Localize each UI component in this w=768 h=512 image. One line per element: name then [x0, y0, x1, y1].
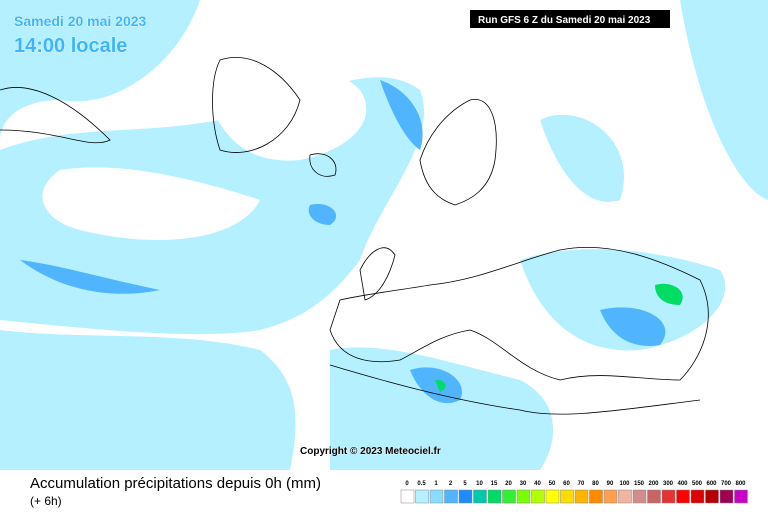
legend-swatch	[719, 489, 734, 504]
legend-label: 60	[563, 481, 570, 487]
legend-label: 40	[534, 481, 541, 487]
legend-swatch	[603, 489, 618, 504]
legend-swatch	[734, 489, 748, 504]
legend-swatch	[618, 489, 632, 504]
legend-label: 300	[663, 481, 674, 487]
legend-label: 800	[735, 481, 746, 487]
legend-swatch	[458, 489, 473, 504]
footer-title: Accumulation précipitations depuis 0h (m…	[30, 475, 321, 492]
legend-label: 2	[449, 481, 453, 487]
legend-swatch	[429, 489, 444, 504]
date: Samedi 20 mai 2023	[14, 13, 147, 29]
legend-swatch	[589, 489, 603, 504]
legend-swatch	[487, 489, 502, 504]
copyright: Copyright © 2023 Meteociel.fr	[300, 446, 441, 457]
legend-swatch	[400, 489, 415, 504]
legend-label: 0.5	[417, 481, 426, 487]
legend-label: 500	[692, 481, 703, 487]
legend-label: 90	[607, 481, 614, 487]
legend: 0 0.5 1 2 5 10 15 20 30 40 50 60 70 80 90 100 150 200 300 4…	[400, 481, 748, 504]
legend-label: 150	[634, 481, 645, 487]
legend-swatch	[444, 489, 458, 504]
legend-swatch	[415, 489, 429, 504]
legend-swatch	[502, 489, 516, 504]
legend-swatch	[560, 489, 574, 504]
legend-label: 5	[463, 481, 467, 487]
legend-swatch	[545, 489, 560, 504]
legend-swatch	[647, 489, 661, 504]
legend-swatch	[574, 489, 589, 504]
legend-swatch	[661, 489, 676, 504]
legend-swatch	[531, 489, 545, 504]
legend-label: 200	[648, 481, 659, 487]
legend-label: 100	[619, 481, 630, 487]
legend-label: 700	[721, 481, 732, 487]
legend-label: 80	[592, 481, 599, 487]
legend-swatch	[676, 489, 690, 504]
legend-swatch	[632, 489, 647, 504]
legend-label: 30	[520, 481, 527, 487]
legend-label: 600	[706, 481, 717, 487]
legend-label: 1	[434, 481, 438, 487]
legend-label: 0	[405, 481, 409, 487]
legend-label: 70	[578, 481, 585, 487]
legend-swatch	[473, 489, 487, 504]
footer-subtitle: (+ 6h)	[30, 494, 62, 508]
run-info: Run GFS 6 Z du Samedi 20 mai 2023	[478, 15, 651, 26]
legend-label: 10	[476, 481, 483, 487]
legend-label: 400	[677, 481, 688, 487]
map	[0, 0, 768, 470]
legend-swatch	[705, 489, 719, 504]
legend-label: 50	[549, 481, 556, 487]
legend-label: 20	[505, 481, 512, 487]
legend-swatch	[516, 489, 531, 504]
legend-swatch	[690, 489, 705, 504]
run-box	[470, 10, 670, 28]
time: 14:00 locale	[14, 35, 127, 57]
legend-label: 15	[491, 481, 498, 487]
